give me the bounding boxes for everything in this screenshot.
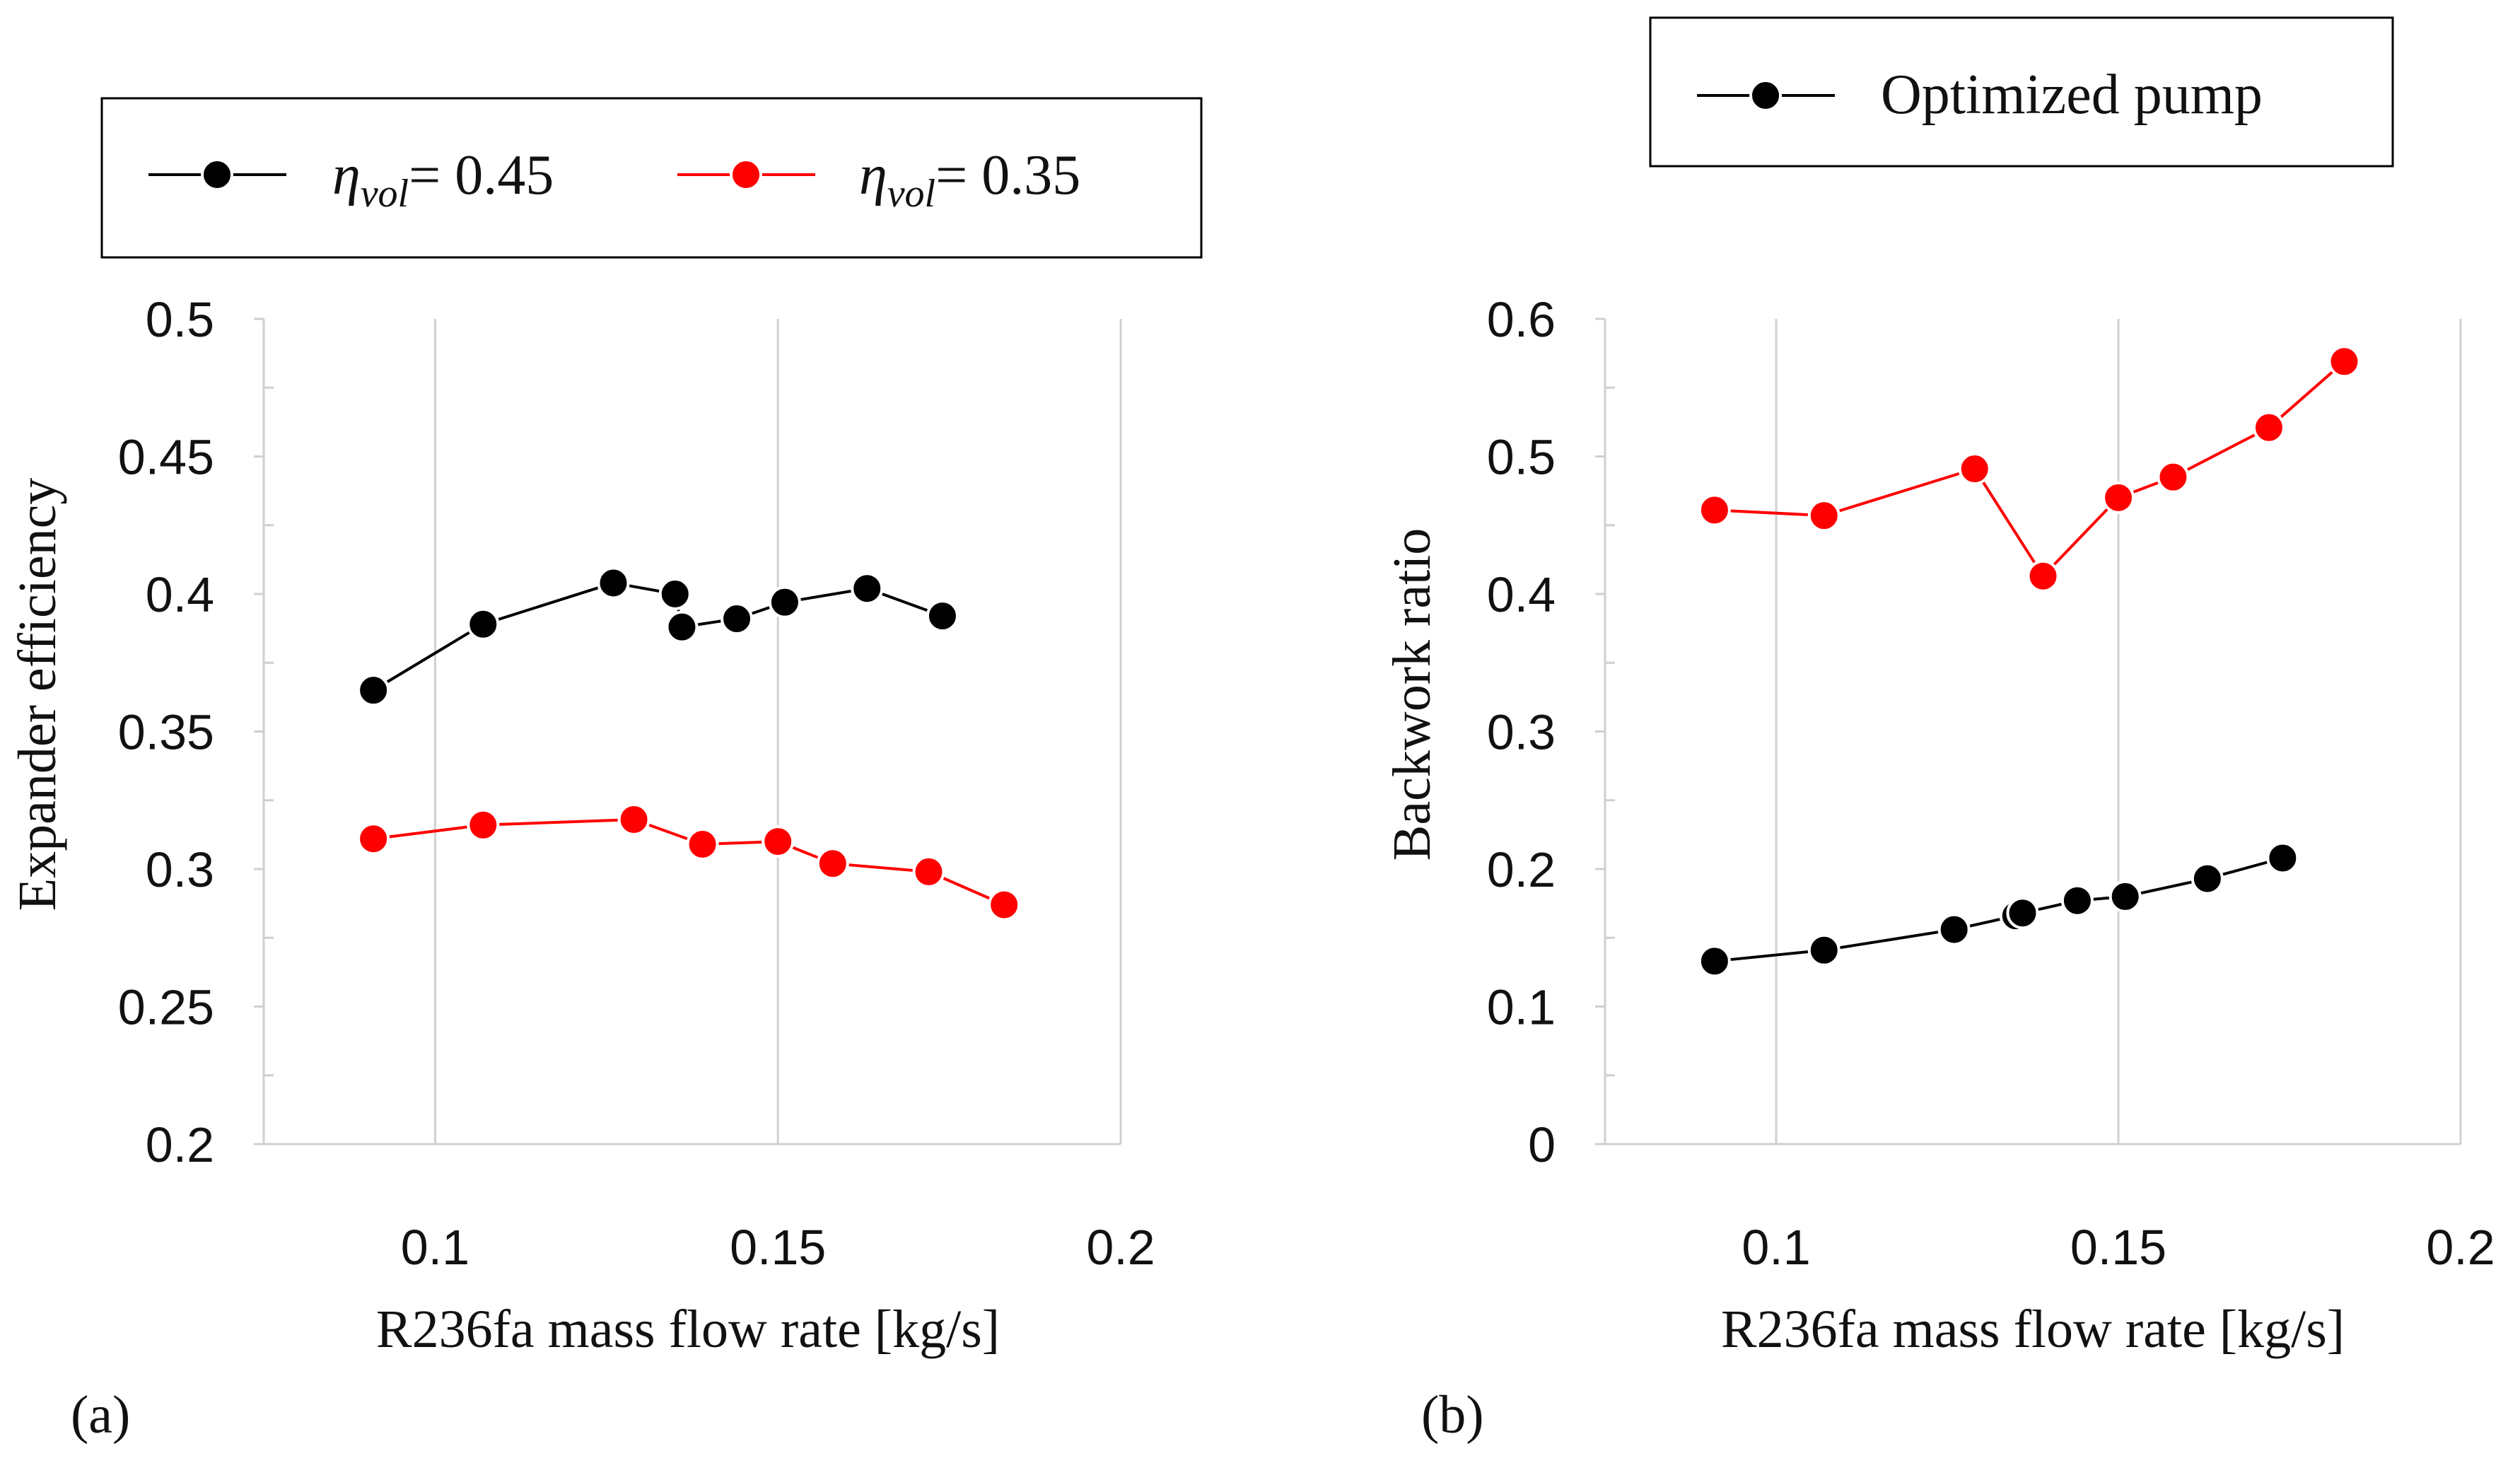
data-point	[721, 602, 754, 636]
legend-label-eta-045: ηvol= 0.45	[332, 144, 554, 216]
legend-label-eta-035: ηvol= 0.35	[859, 144, 1080, 216]
data-point	[2102, 481, 2135, 514]
axes	[254, 317, 1121, 1145]
data-point	[597, 566, 630, 600]
legend-label-optimized-pump: Optimized pump	[1881, 64, 2263, 126]
data-point	[912, 855, 945, 888]
x-tick-label: 0.2	[2426, 1220, 2495, 1275]
data-point	[2108, 880, 2142, 913]
legend-entry-optimized-pump: Optimized pump	[1697, 64, 2263, 126]
legend-subscript: vol	[361, 172, 409, 216]
x-tick-label: 0.15	[730, 1220, 826, 1275]
y-axis-label: Backwork ratio	[1382, 528, 1442, 861]
series-1	[357, 803, 1021, 921]
data-series	[1698, 345, 2361, 978]
data-point	[467, 808, 500, 841]
data-point	[617, 803, 651, 836]
data-point	[762, 825, 795, 858]
legend-entry-eta-045: ηvol= 0.45	[148, 144, 554, 216]
series-0	[1698, 841, 2299, 978]
y-tick-label: 0.4	[146, 567, 214, 622]
x-tick-labels: 0.1 0.15 0.2	[1742, 1220, 2495, 1275]
data-point	[2026, 559, 2060, 593]
data-point	[357, 674, 390, 707]
x-tick-label: 0.1	[1742, 1220, 1810, 1275]
legend-symbol: η	[332, 144, 361, 206]
data-point	[988, 888, 1021, 921]
x-tick-labels: 0.1 0.15 0.2	[401, 1220, 1155, 1275]
legend-marker-black	[201, 158, 233, 191]
data-point	[1958, 453, 1991, 486]
y-tick-label: 0.4	[1487, 567, 1556, 622]
legend-value: = 0.35	[935, 144, 1080, 206]
data-point	[926, 600, 959, 633]
y-tick-labels: 0 0.1 0.2 0.3 0.4 0.5 0.6	[1487, 292, 1556, 1172]
legend-symbol: η	[859, 144, 887, 206]
data-point	[467, 607, 500, 641]
y-tick-label: 0	[1528, 1117, 1556, 1172]
y-tick-label: 0.35	[118, 705, 214, 760]
grid-lines	[1775, 319, 2462, 1144]
data-point	[1807, 933, 1841, 967]
y-tick-label: 0.25	[118, 980, 214, 1035]
series-1	[1698, 345, 2361, 593]
data-point	[1698, 945, 1731, 978]
axes	[1595, 317, 2461, 1145]
y-tick-label: 0.5	[146, 292, 214, 347]
x-tick-label: 0.1	[401, 1220, 469, 1275]
data-point	[2252, 411, 2285, 444]
data-point	[665, 610, 699, 643]
y-tick-labels: 0.2 0.25 0.3 0.35 0.4 0.45 0.5	[118, 292, 214, 1172]
y-axis-label: Expander efficiency	[8, 478, 67, 911]
legend-marker-red	[730, 158, 762, 191]
legend-marker-black	[1749, 79, 1782, 112]
legend-a: ηvol= 0.45 ηvol= 0.35	[100, 97, 1203, 259]
panel-label-a: (a)	[71, 1385, 130, 1445]
panel-a: 0.2 0.25 0.3 0.35 0.4 0.45 0.5 0.1 0.15 0.2 R236…	[8, 97, 1203, 1445]
grid-lines	[433, 319, 1122, 1144]
data-point	[816, 847, 849, 880]
y-tick-label: 0.3	[1487, 705, 1556, 760]
data-point	[851, 572, 884, 605]
data-point	[2328, 345, 2361, 378]
x-axis-label: R236fa mass flow rate [kg/s]	[376, 1300, 1000, 1359]
series-line	[1714, 360, 2345, 578]
data-point	[2266, 841, 2299, 875]
data-point	[2006, 897, 2039, 930]
data-point	[686, 827, 719, 861]
x-tick-label: 0.15	[2070, 1220, 2166, 1275]
panel-label-b: (b)	[1421, 1385, 1484, 1445]
y-tick-label: 0.6	[1487, 292, 1556, 347]
data-series	[357, 566, 1021, 921]
data-point	[768, 585, 801, 619]
y-tick-label: 0.2	[1487, 842, 1556, 897]
legend-b: Optimized pump	[1649, 16, 2394, 168]
legend-subscript: vol	[887, 172, 935, 216]
y-tick-label: 0.1	[1487, 980, 1556, 1035]
data-point	[2157, 460, 2190, 494]
data-point	[357, 822, 390, 856]
legend-box	[100, 97, 1203, 259]
panel-b: 0 0.1 0.2 0.3 0.4 0.5 0.6 0.1 0.15 0.2 R236fa ma…	[1382, 16, 2495, 1445]
legend-entry-eta-035: ηvol= 0.35	[677, 144, 1080, 216]
data-point	[1698, 494, 1731, 527]
data-point	[2060, 884, 2094, 917]
data-point	[1937, 913, 1971, 946]
data-point	[658, 578, 692, 610]
data-point	[1807, 499, 1841, 532]
y-tick-label: 0.5	[1487, 430, 1556, 485]
data-point	[2191, 862, 2224, 895]
y-tick-label: 0.3	[146, 842, 214, 897]
legend-value: = 0.45	[409, 144, 554, 206]
y-tick-label: 0.2	[146, 1117, 214, 1172]
x-tick-label: 0.2	[1086, 1220, 1155, 1275]
y-tick-label: 0.45	[118, 430, 214, 485]
series-line	[373, 817, 1005, 906]
series-0	[357, 566, 959, 707]
x-axis-label: R236fa mass flow rate [kg/s]	[1721, 1300, 2345, 1359]
